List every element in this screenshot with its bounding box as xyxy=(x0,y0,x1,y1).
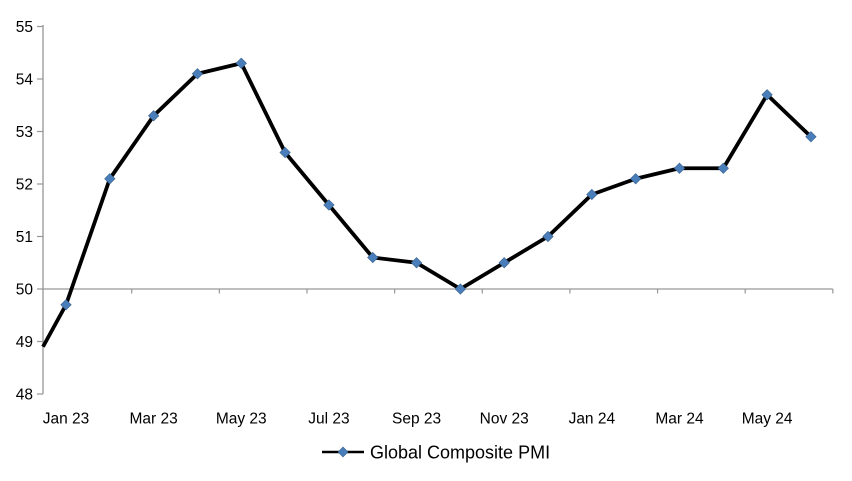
reference-line-50 xyxy=(43,288,834,294)
y-axis-tick-label: 55 xyxy=(16,19,33,36)
x-axis-tick-label: Sep 23 xyxy=(392,411,441,428)
y-axis-tick-label: 48 xyxy=(16,387,33,404)
x-axis-tick-label: May 23 xyxy=(216,411,267,428)
y-axis-tick-label: 49 xyxy=(16,334,33,351)
y-axis: 48 49 50 51 52 53 54 55 xyxy=(16,19,44,404)
pmi-series-marker xyxy=(104,173,116,185)
pmi-series-marker xyxy=(586,188,598,201)
legend-label: Global Composite PMI xyxy=(370,442,550,462)
x-axis-tick-label: Mar 24 xyxy=(655,411,704,428)
pmi-series-marker xyxy=(542,230,554,243)
pmi-series-marker xyxy=(761,89,773,101)
pmi-series-marker xyxy=(454,283,467,295)
pmi-series-marker xyxy=(191,68,204,80)
x-axis-tick-label: May 24 xyxy=(742,411,793,428)
x-axis-labels: Jan 23 Mar 23 May 23 Jul 23 Sep 23 Nov 23 Jan … xyxy=(43,411,793,428)
y-axis-tick-label: 52 xyxy=(16,177,33,194)
pmi-series-marker xyxy=(498,257,510,269)
pmi-series-marker xyxy=(673,162,686,174)
x-axis-tick-label: Nov 23 xyxy=(480,411,529,428)
x-axis-tick-label: Jul 23 xyxy=(308,411,349,428)
y-axis-tick-label: 53 xyxy=(16,124,33,141)
pmi-series-marker xyxy=(279,146,291,159)
pmi-series-line xyxy=(41,61,813,348)
pmi-series-marker xyxy=(148,110,160,122)
pmi-series-marker xyxy=(717,162,729,174)
pmi-series-marker xyxy=(410,257,423,269)
y-axis-tick-label: 51 xyxy=(16,229,33,246)
y-axis-tick-label: 54 xyxy=(16,72,34,89)
pmi-series-marker xyxy=(630,173,642,185)
pmi-series-marker xyxy=(323,199,335,211)
legend-diamond-marker-icon xyxy=(337,446,349,458)
pmi-series-marker xyxy=(805,131,817,143)
y-axis-tick-label: 50 xyxy=(16,282,34,299)
pmi-series-marker xyxy=(60,299,72,311)
pmi-series-marker xyxy=(367,251,379,264)
pmi-series xyxy=(41,57,817,348)
x-axis-tick-label: Mar 23 xyxy=(130,411,178,428)
x-axis-tick-label: Jan 24 xyxy=(569,411,616,428)
legend: Global Composite PMI xyxy=(322,442,550,462)
pmi-series-marker xyxy=(235,57,247,69)
x-axis-tick-label: Jan 23 xyxy=(43,411,90,428)
